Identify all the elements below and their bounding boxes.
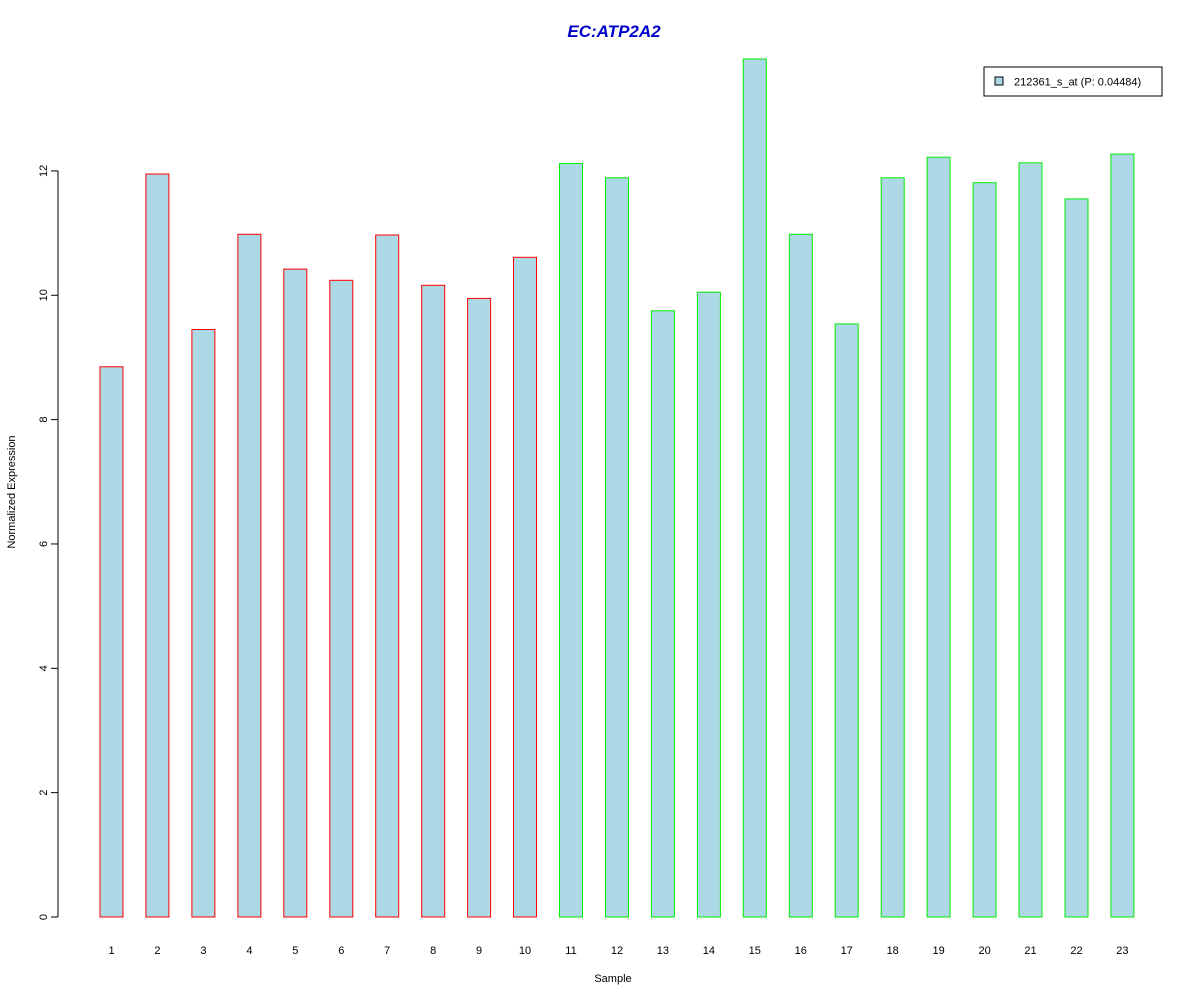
bar-sample-3 bbox=[191, 329, 216, 918]
chart-title: EC:ATP2A2 bbox=[567, 22, 661, 41]
x-tick-label: 16 bbox=[795, 945, 807, 957]
bar-sample-13 bbox=[650, 310, 675, 918]
legend-box bbox=[983, 66, 1163, 97]
y-tick-label: 0 bbox=[38, 914, 50, 920]
legend-label: 212361_s_at (P: 0.04484) bbox=[1014, 77, 1141, 89]
bar-sample-4 bbox=[237, 233, 262, 918]
x-axis-label: Sample bbox=[594, 973, 631, 985]
bar-sample-12 bbox=[605, 177, 629, 918]
bar-sample-17 bbox=[834, 323, 859, 918]
x-tick-label: 4 bbox=[246, 945, 252, 957]
bar-sample-15 bbox=[742, 58, 767, 918]
bar-sample-2 bbox=[145, 173, 170, 918]
x-tick-label: 8 bbox=[430, 945, 436, 957]
bar-sample-9 bbox=[467, 297, 492, 918]
x-tick-label: 1 bbox=[108, 945, 114, 957]
bar-sample-16 bbox=[788, 233, 813, 918]
x-tick-label: 7 bbox=[384, 945, 390, 957]
x-tick-label: 17 bbox=[841, 945, 853, 957]
x-tick-label: 6 bbox=[338, 945, 344, 957]
legend: 212361_s_at (P: 0.04484) bbox=[983, 66, 1163, 97]
x-tick-label: 14 bbox=[703, 945, 715, 957]
y-tick-label: 8 bbox=[38, 417, 50, 423]
x-tick-label: 23 bbox=[1116, 945, 1128, 957]
bar-sample-11 bbox=[559, 163, 583, 918]
bars-group bbox=[99, 58, 1135, 918]
x-tick-label: 18 bbox=[887, 945, 899, 957]
bar-sample-10 bbox=[513, 256, 537, 918]
x-tick-label: 19 bbox=[932, 945, 944, 957]
x-tick-label: 15 bbox=[749, 945, 761, 957]
y-axis-label: Normalized Expression bbox=[6, 435, 18, 548]
bar-sample-14 bbox=[696, 291, 721, 918]
bar-sample-1 bbox=[99, 366, 124, 918]
x-tick-label: 20 bbox=[978, 945, 990, 957]
y-tick-label: 6 bbox=[38, 541, 50, 547]
y-tick-label: 2 bbox=[38, 790, 50, 796]
x-tick-labels: 1 2 3 4 5 6 7 8 9 10 11 12 13 14 15 16 17 18 19 20 21 22 23 bbox=[108, 945, 1128, 957]
bar-sample-7 bbox=[375, 234, 400, 918]
x-tick-label: 22 bbox=[1070, 945, 1082, 957]
bar-sample-23 bbox=[1110, 153, 1135, 918]
x-tick-label: 12 bbox=[611, 945, 623, 957]
y-axis: 0 2 4 6 8 10 12 bbox=[38, 165, 59, 920]
bar-sample-18 bbox=[880, 177, 905, 918]
bar-sample-5 bbox=[283, 268, 308, 918]
x-tick-label: 2 bbox=[154, 945, 160, 957]
bar-sample-6 bbox=[329, 279, 354, 918]
y-tick-label: 10 bbox=[38, 289, 50, 301]
legend-swatch bbox=[994, 76, 1004, 86]
x-tick-label: 9 bbox=[476, 945, 482, 957]
bar-sample-22 bbox=[1064, 198, 1089, 918]
bar-sample-19 bbox=[926, 156, 951, 918]
y-tick-label: 4 bbox=[38, 665, 50, 671]
bar-sample-20 bbox=[972, 182, 997, 918]
bar-sample-21 bbox=[1018, 162, 1043, 918]
x-tick-label: 21 bbox=[1024, 945, 1036, 957]
x-tick-label: 11 bbox=[565, 945, 576, 957]
x-tick-label: 10 bbox=[519, 945, 531, 957]
x-tick-label: 3 bbox=[200, 945, 206, 957]
bar-sample-8 bbox=[421, 284, 446, 918]
y-tick-label: 12 bbox=[38, 165, 50, 177]
x-tick-label: 5 bbox=[292, 945, 298, 957]
x-tick-label: 13 bbox=[657, 945, 669, 957]
